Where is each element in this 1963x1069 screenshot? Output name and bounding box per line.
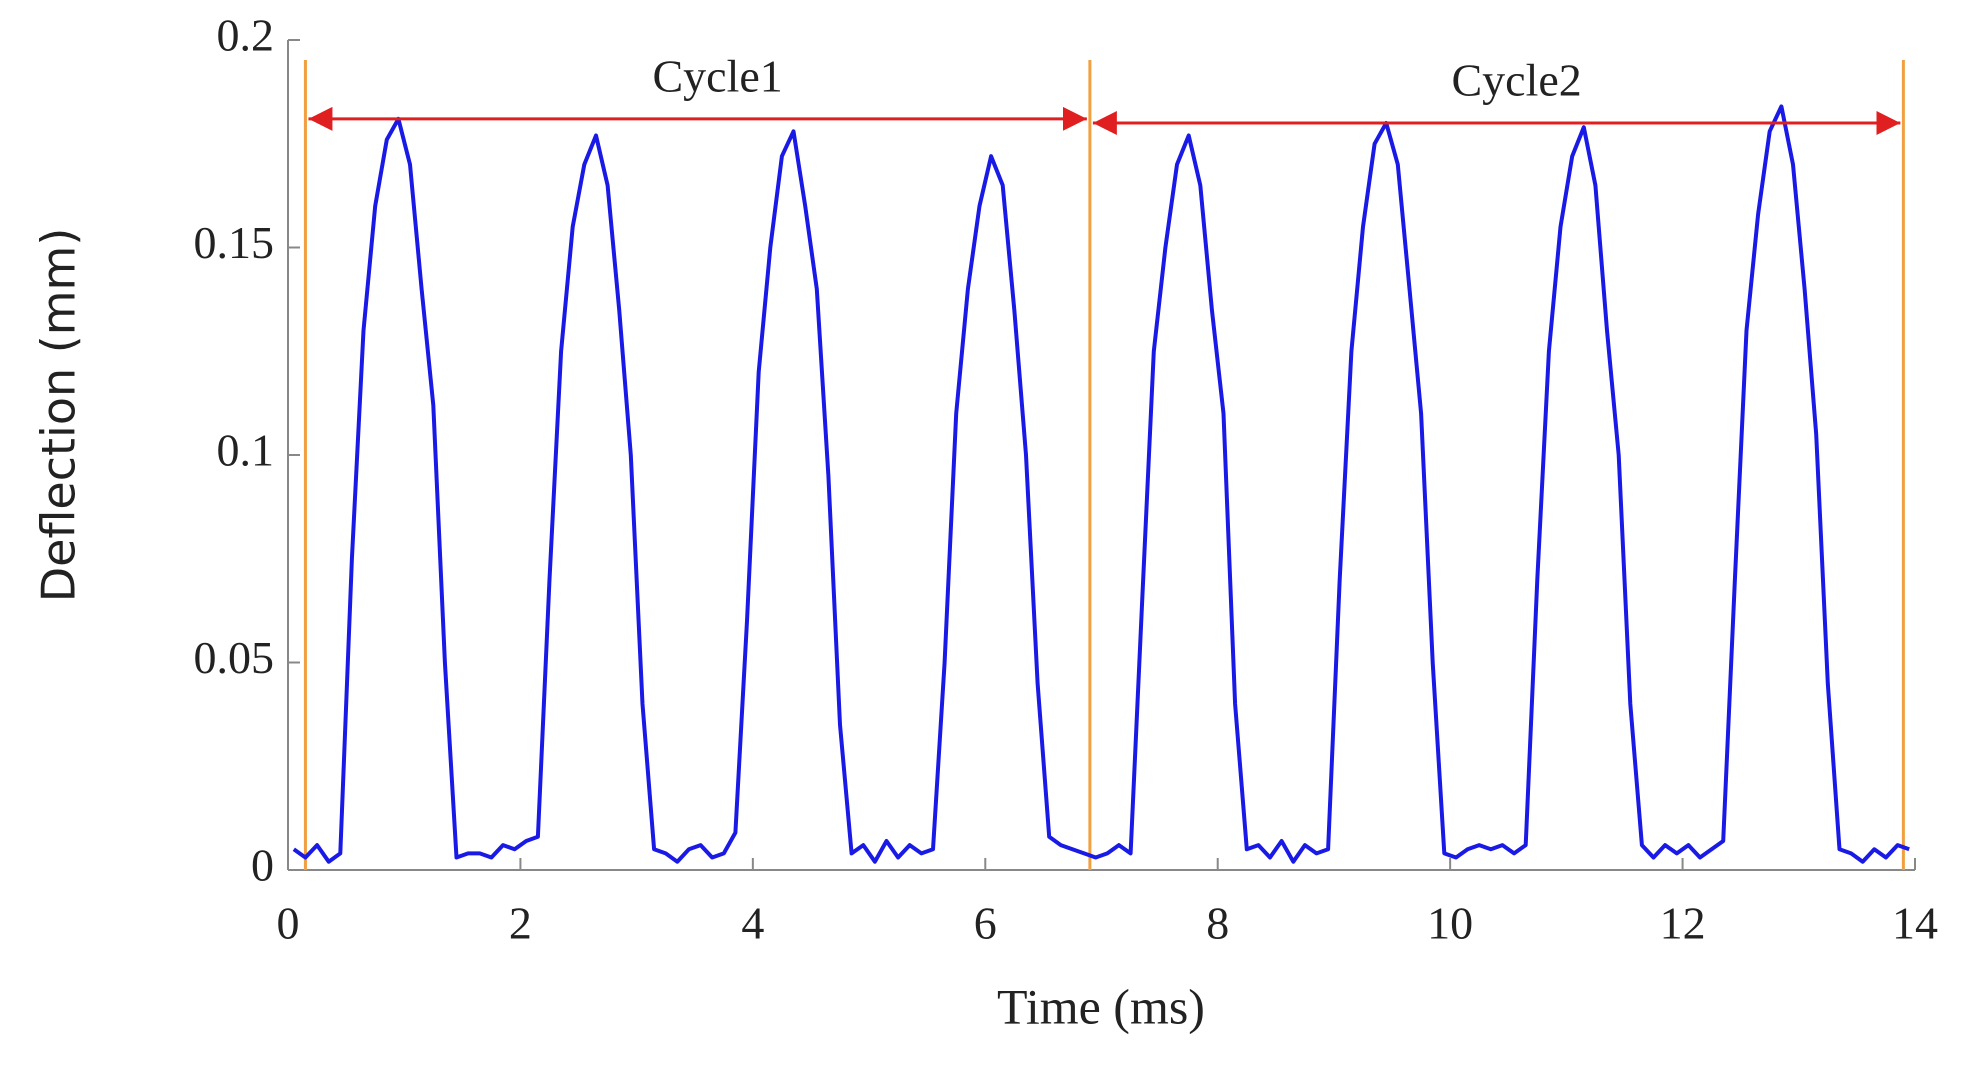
y-tick-label: 0.2	[217, 10, 275, 61]
y-axis-label: Deflection (mm)	[32, 228, 86, 603]
cycle-label: Cycle1	[653, 50, 783, 101]
y-tick-label: 0.1	[217, 425, 275, 476]
x-tick-label: 14	[1892, 898, 1938, 949]
x-tick-label: 0	[277, 898, 300, 949]
x-tick-label: 8	[1206, 898, 1229, 949]
y-tick-label: 0.15	[194, 217, 275, 268]
x-tick-label: 12	[1660, 898, 1706, 949]
x-tick-label: 6	[974, 898, 997, 949]
deflection-line	[292, 104, 1910, 864]
y-tick-label: 0.05	[194, 632, 275, 683]
y-tick-label: 0	[251, 840, 274, 891]
x-tick-label: 10	[1427, 898, 1473, 949]
cycle-label: Cycle2	[1451, 55, 1581, 106]
x-tick-label: 4	[741, 898, 764, 949]
x-tick-label: 2	[509, 898, 532, 949]
x-axis-label: Time (ms)	[997, 978, 1205, 1034]
